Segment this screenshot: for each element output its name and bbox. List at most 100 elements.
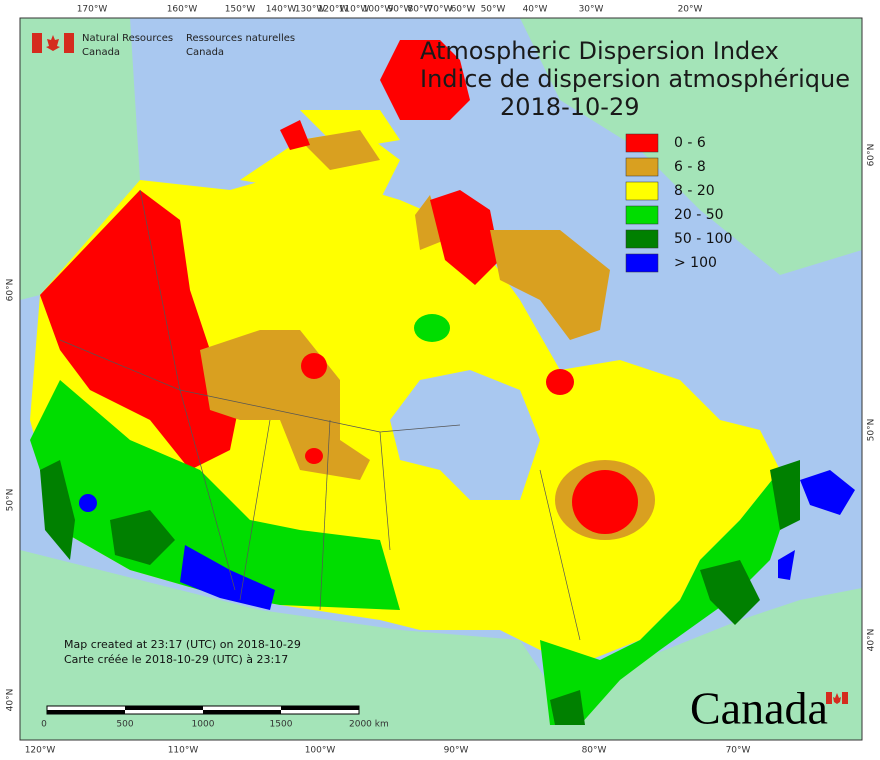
legend-swatch: [625, 229, 659, 249]
legend-label: 8 - 20: [674, 183, 715, 199]
map-title: Indice de dispersion atmosphérique: [420, 65, 850, 93]
longitude-label: 90°W: [444, 746, 469, 756]
region-darkgreen: [40, 460, 75, 560]
region-green: [414, 314, 450, 342]
region-red: [40, 190, 240, 470]
arctic-island: [300, 110, 400, 150]
flag-bar: [826, 692, 832, 704]
hudson-bay: [390, 370, 540, 500]
longitude-label: 80°W: [582, 746, 607, 756]
legend-swatch: [625, 133, 659, 153]
map-border: [19, 17, 863, 741]
scale-seg: [47, 710, 125, 714]
us-land: [20, 550, 862, 740]
wordmark-flag: [826, 692, 848, 704]
region-blue: [79, 494, 97, 512]
latitude-label: 40°N: [867, 629, 877, 652]
latitude-label: 60°N: [867, 144, 877, 167]
agency-name: Canada: [82, 47, 120, 58]
longitude-label: 100°W: [363, 5, 394, 15]
scale-label: 500: [116, 720, 133, 730]
scale-label: 2000 km: [349, 720, 389, 730]
map-title: 2018-10-29: [500, 93, 639, 121]
scale-bar: [46, 705, 360, 715]
legend-label: 50 - 100: [674, 231, 733, 247]
arctic-island: [260, 210, 420, 290]
legend-label: 6 - 8: [674, 159, 706, 175]
region-red: [280, 120, 310, 150]
flag-bar: [32, 33, 42, 53]
region-orange: [490, 230, 610, 340]
longitude-label: 110°W: [339, 5, 370, 15]
legend-swatch: [625, 205, 659, 225]
region-blue: [778, 550, 795, 580]
region-green: [540, 470, 790, 725]
longitude-label: 40°W: [523, 5, 548, 15]
region-red: [301, 353, 327, 379]
logo: [32, 33, 74, 53]
region-red: [430, 190, 500, 285]
region-red: [380, 40, 470, 120]
longitude-label: 120°W: [25, 746, 56, 756]
legend-label: 0 - 6: [674, 135, 706, 151]
region-red: [546, 369, 574, 395]
boundaries: [59, 189, 581, 641]
longitude-label: 160°W: [167, 5, 198, 15]
longitude-label: 130°W: [295, 5, 326, 15]
agency-name: Natural Resources: [82, 33, 173, 44]
boundary: [319, 419, 331, 611]
longitude-label: 100°W: [305, 746, 336, 756]
longitude-label: 50°W: [481, 5, 506, 15]
longitude-label: 140°W: [266, 5, 297, 15]
longitude-label: 30°W: [579, 5, 604, 15]
boundary: [379, 431, 391, 551]
wordmark: Canada: [690, 683, 828, 734]
longitude-label: 70°W: [726, 746, 751, 756]
scale-seg: [125, 706, 203, 710]
scale-seg: [203, 710, 281, 714]
region-blue: [800, 470, 855, 515]
boundary: [59, 339, 461, 433]
flag-leaf: [46, 35, 60, 51]
longitude-label: 90°W: [388, 5, 413, 15]
latitude-label: 60°N: [6, 279, 16, 302]
scale-label: 1000: [192, 720, 215, 730]
flag-bar: [64, 33, 74, 53]
region-darkgreen: [770, 460, 800, 530]
map-title: Atmospheric Dispersion Index: [420, 37, 779, 65]
legend-swatch: [625, 181, 659, 201]
longitude-label: 110°W: [168, 746, 199, 756]
region-orange: [415, 195, 445, 250]
flag-leaf: [833, 693, 841, 704]
map-body: [20, 18, 862, 740]
flag-bar: [842, 692, 848, 704]
longitude-label: 70°W: [428, 5, 453, 15]
region-red: [305, 448, 323, 464]
region-orange: [200, 330, 370, 480]
longitude-label: 20°W: [678, 5, 703, 15]
longitude-label: 170°W: [77, 5, 108, 15]
region-blue: [180, 545, 275, 610]
region-darkgreen: [110, 510, 175, 565]
longitude-label: 80°W: [408, 5, 433, 15]
agency-name: Canada: [186, 47, 224, 58]
legend-label: 20 - 50: [674, 207, 724, 223]
greenland: [520, 18, 862, 275]
region-darkgreen: [700, 560, 760, 625]
latitude-label: 50°N: [867, 419, 877, 442]
scale-seg: [281, 706, 359, 710]
agency-name: Ressources naturelles: [186, 33, 295, 44]
region-red: [572, 470, 638, 534]
latitude-label: 40°N: [6, 689, 16, 712]
legend-label: > 100: [674, 255, 717, 271]
legend-swatch: [625, 253, 659, 273]
longitude-label: 120°W: [318, 5, 349, 15]
scale-label: 1500: [270, 720, 293, 730]
boundary: [239, 419, 271, 601]
legend-swatch: [625, 157, 659, 177]
scale-label: 0: [41, 720, 47, 730]
longitude-label: 60°W: [451, 5, 476, 15]
boundary: [539, 469, 581, 641]
latitude-label: 50°N: [6, 489, 16, 512]
